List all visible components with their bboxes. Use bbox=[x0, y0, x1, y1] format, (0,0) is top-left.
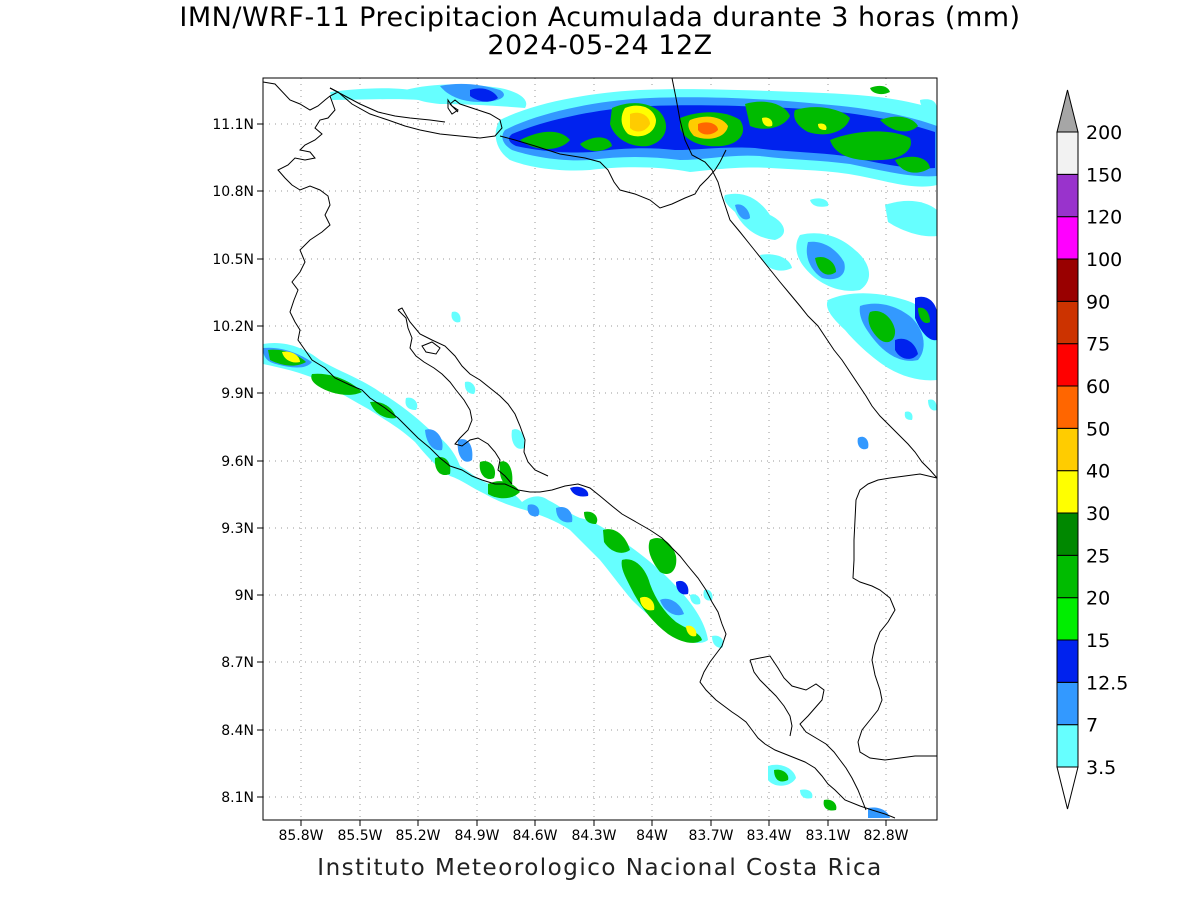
colorbar-label: 200 bbox=[1086, 122, 1122, 144]
colorbar-box bbox=[1056, 385, 1079, 429]
colorbar-box bbox=[1056, 554, 1079, 599]
lon-tick-label: 83.4W bbox=[746, 828, 791, 844]
panama-border bbox=[852, 473, 937, 761]
precip-cells-south bbox=[690, 589, 890, 818]
colorbar-label: 90 bbox=[1086, 291, 1110, 313]
colorbar-box bbox=[1056, 343, 1079, 387]
lat-tick-label: 11.1N bbox=[212, 117, 254, 133]
lon-tick-label: 84.3W bbox=[571, 828, 616, 844]
lat-tick-label: 8.4N bbox=[221, 723, 254, 739]
colorbar-label: 15 bbox=[1086, 630, 1110, 652]
colorbar-box bbox=[1056, 427, 1079, 472]
pacific-coastline bbox=[263, 81, 896, 819]
colorbar-box bbox=[1056, 470, 1079, 514]
colorbar-under-triangle bbox=[1056, 766, 1079, 810]
colorbar-box bbox=[1056, 597, 1079, 641]
lat-tick-label: 9.6N bbox=[221, 454, 254, 470]
gridlines bbox=[263, 78, 937, 820]
lat-tick-label: 10.5N bbox=[212, 252, 254, 268]
colorbar-over-triangle bbox=[1056, 89, 1079, 133]
colorbar-box bbox=[1056, 639, 1079, 683]
lon-tick-label: 83.1W bbox=[805, 828, 850, 844]
colorbar-box bbox=[1056, 258, 1079, 302]
lon-tick-label: 84.6W bbox=[512, 828, 557, 844]
colorbar-label: 120 bbox=[1086, 207, 1122, 229]
nicoya-gulf bbox=[397, 307, 549, 485]
colorbar-box bbox=[1056, 681, 1079, 726]
lon-tick-label: 84.9W bbox=[454, 828, 499, 844]
map-date: 2024-05-24 12Z bbox=[487, 30, 713, 61]
lat-tick-label: 9.9N bbox=[221, 386, 254, 402]
lon-tick-label: 83.7W bbox=[688, 828, 733, 844]
colorbar-box bbox=[1056, 216, 1079, 260]
lat-tick-label: 10.8N bbox=[212, 184, 254, 200]
lat-tick-label: 10.2N bbox=[212, 319, 254, 335]
coastlines bbox=[263, 78, 937, 819]
precipitation-field bbox=[263, 83, 937, 818]
chira-island bbox=[421, 341, 441, 355]
lon-tick-label: 85.5W bbox=[337, 828, 382, 844]
colorbar-box bbox=[1056, 173, 1079, 218]
colorbar-box bbox=[1056, 300, 1079, 345]
northern-coastline-top bbox=[329, 87, 446, 123]
colorbar-box bbox=[1056, 724, 1079, 768]
colorbar-label: 7 bbox=[1086, 715, 1098, 737]
colorbar-box bbox=[1056, 131, 1079, 175]
colorbar-label: 25 bbox=[1086, 545, 1110, 567]
colorbar-label: 50 bbox=[1086, 418, 1110, 440]
golfo-dulce bbox=[749, 655, 867, 811]
colorbar-label: 100 bbox=[1086, 249, 1122, 271]
colorbar-label: 60 bbox=[1086, 376, 1110, 398]
lat-tick-label: 8.1N bbox=[221, 790, 254, 806]
northern-border bbox=[337, 78, 937, 479]
lat-tick-label: 9N bbox=[235, 588, 254, 604]
map-title: IMN/WRF-11 Precipitacion Acumulada duran… bbox=[179, 2, 1021, 33]
longitude-axis: 85.8W 85.5W 85.2W 84.9W 84.6W 84.3W 84W 83.7W 83… bbox=[278, 820, 909, 844]
precip-band-pacific bbox=[263, 311, 708, 643]
precip-band-north bbox=[330, 83, 937, 187]
colorbar-label: 30 bbox=[1086, 503, 1110, 525]
lat-tick-label: 9.3N bbox=[221, 521, 254, 537]
colorbar-label: 20 bbox=[1086, 588, 1110, 610]
colorbar-label: 40 bbox=[1086, 461, 1110, 483]
nicaragua-lake-shore bbox=[447, 98, 459, 115]
precip-cells-caribbean bbox=[724, 193, 937, 450]
map-frame bbox=[262, 77, 938, 821]
colorbar-label: 75 bbox=[1086, 334, 1110, 356]
colorbar-label: 3.5 bbox=[1086, 757, 1116, 779]
colorbar-label: 12.5 bbox=[1086, 672, 1128, 694]
latitude-axis: 11.1N 10.8N 10.5N 10.2N 9.9N 9.6N 9.3N 9N 8.7N 8.… bbox=[212, 117, 263, 806]
lat-tick-label: 8.7N bbox=[221, 655, 254, 671]
colorbar-box bbox=[1056, 512, 1079, 556]
lon-tick-label: 84W bbox=[636, 828, 668, 844]
colorbar: 3.5 7 12.5 15 20 25 30 40 50 60 75 90 100 120 150 200 bbox=[1056, 89, 1128, 810]
lon-tick-label: 82.8W bbox=[863, 828, 908, 844]
lon-tick-label: 85.8W bbox=[278, 828, 323, 844]
footer-credit: Instituto Meteorologico Nacional Costa R… bbox=[317, 855, 883, 881]
lon-tick-label: 85.2W bbox=[395, 828, 440, 844]
colorbar-label: 150 bbox=[1086, 164, 1122, 186]
